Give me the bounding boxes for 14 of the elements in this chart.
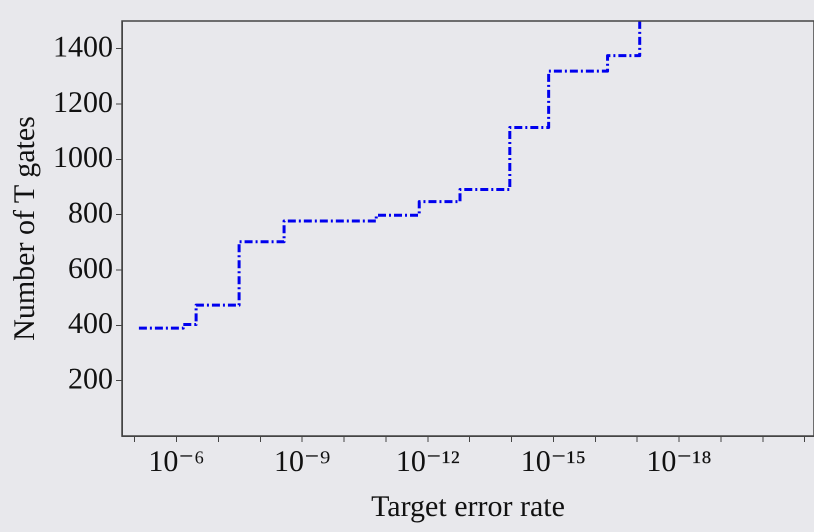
x-tick-label: 10⁻⁶ xyxy=(148,444,205,478)
x-tick-label: 10⁻⁹ xyxy=(274,444,330,478)
y-tick-label: 800 xyxy=(68,196,113,230)
y-tick-label: 1200 xyxy=(53,86,113,119)
x-tick-label: 10⁻¹² xyxy=(396,444,460,478)
x-tick-label: 10⁻¹⁵ xyxy=(520,444,586,478)
y-tick-label: 1400 xyxy=(53,30,113,64)
y-tick-label: 1000 xyxy=(53,141,113,174)
y-tick-label: 600 xyxy=(68,252,113,285)
y-tick-label: 400 xyxy=(68,307,113,340)
x-tick-label: 10⁻¹⁸ xyxy=(646,444,712,478)
x-axis-title: Target error rate xyxy=(371,490,565,523)
y-tick-label: 200 xyxy=(68,362,113,396)
y-axis-title: Number of T gates xyxy=(8,116,41,341)
